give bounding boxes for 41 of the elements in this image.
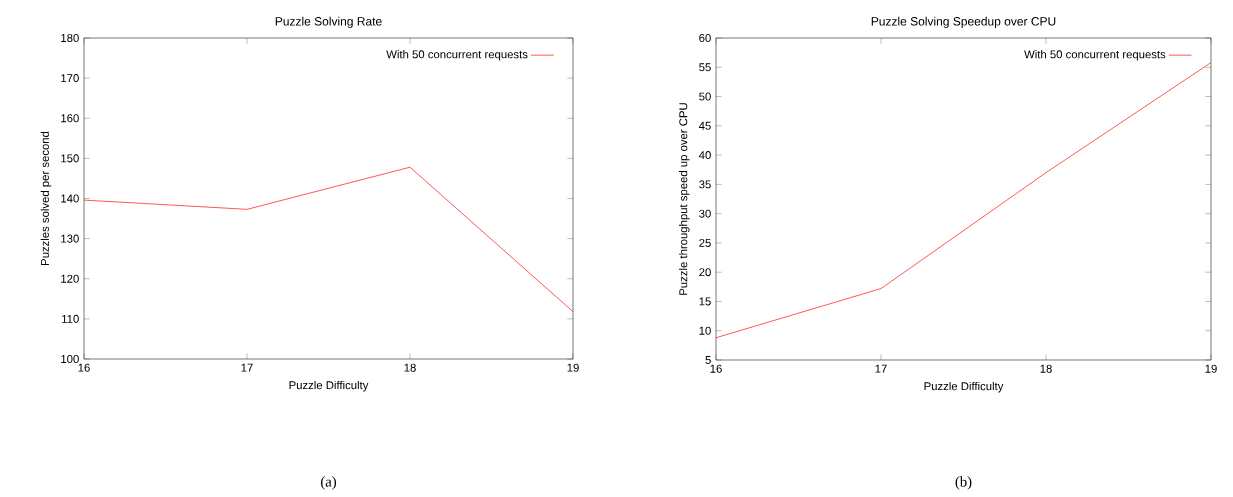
legend-label: With 50 concurrent requests xyxy=(1024,50,1166,61)
y-tick-label: 160 xyxy=(61,114,79,123)
y-axis-title: Puzzle throughput speed up over CPU xyxy=(678,103,690,295)
y-tick-label: 35 xyxy=(699,180,711,189)
x-tick-label: 19 xyxy=(567,363,579,372)
y-tick-label: 60 xyxy=(699,34,711,43)
x-tick-label: 19 xyxy=(1205,364,1217,373)
y-tick-label: 30 xyxy=(699,209,711,218)
y-tick-label: 25 xyxy=(699,238,711,247)
x-tick-label: 18 xyxy=(404,363,416,372)
y-tick-label: 55 xyxy=(699,63,711,72)
x-tick-label: 18 xyxy=(1040,364,1052,373)
text: (b) xyxy=(955,476,972,490)
x-axis-title: Puzzle Difficulty xyxy=(289,380,369,392)
y-tick-label: 45 xyxy=(698,121,711,130)
y-tick-label: 5 xyxy=(705,356,711,364)
chart-title: Puzzle Solving Rate xyxy=(275,16,382,28)
y-tick-label: 15 xyxy=(699,297,711,306)
y-tick-label: 110 xyxy=(62,314,79,323)
y-tick-label: 10 xyxy=(699,326,711,335)
chart-title: Puzzle Solving Speedup over CPU xyxy=(871,16,1056,28)
y-tick-label: 50 xyxy=(699,92,711,101)
x-axis-title: Puzzle Difficulty xyxy=(924,381,1004,393)
y-tick-label: 140 xyxy=(61,194,79,203)
legend-label: With 50 concurrent requests xyxy=(386,50,528,61)
y-tick-label: 20 xyxy=(699,268,711,277)
x-tick-label: 17 xyxy=(241,363,253,372)
y-tick-label: 150 xyxy=(61,154,79,163)
y-tick-label: 120 xyxy=(61,274,79,283)
y-tick-label: 40 xyxy=(698,151,711,160)
y-tick-label: 100 xyxy=(61,355,79,364)
y-tick-label: 180 xyxy=(61,34,79,43)
y-axis-title: Puzzles solved per second xyxy=(40,131,52,265)
line-series xyxy=(84,166,573,312)
x-tick-label: 17 xyxy=(875,364,887,373)
text: (a) xyxy=(321,476,337,490)
x-tick-label: 16 xyxy=(710,364,722,373)
line-series xyxy=(716,62,1211,339)
x-tick-label: 16 xyxy=(78,363,90,372)
y-tick-label: 130 xyxy=(61,234,79,243)
y-tick-label: 170 xyxy=(61,74,79,83)
